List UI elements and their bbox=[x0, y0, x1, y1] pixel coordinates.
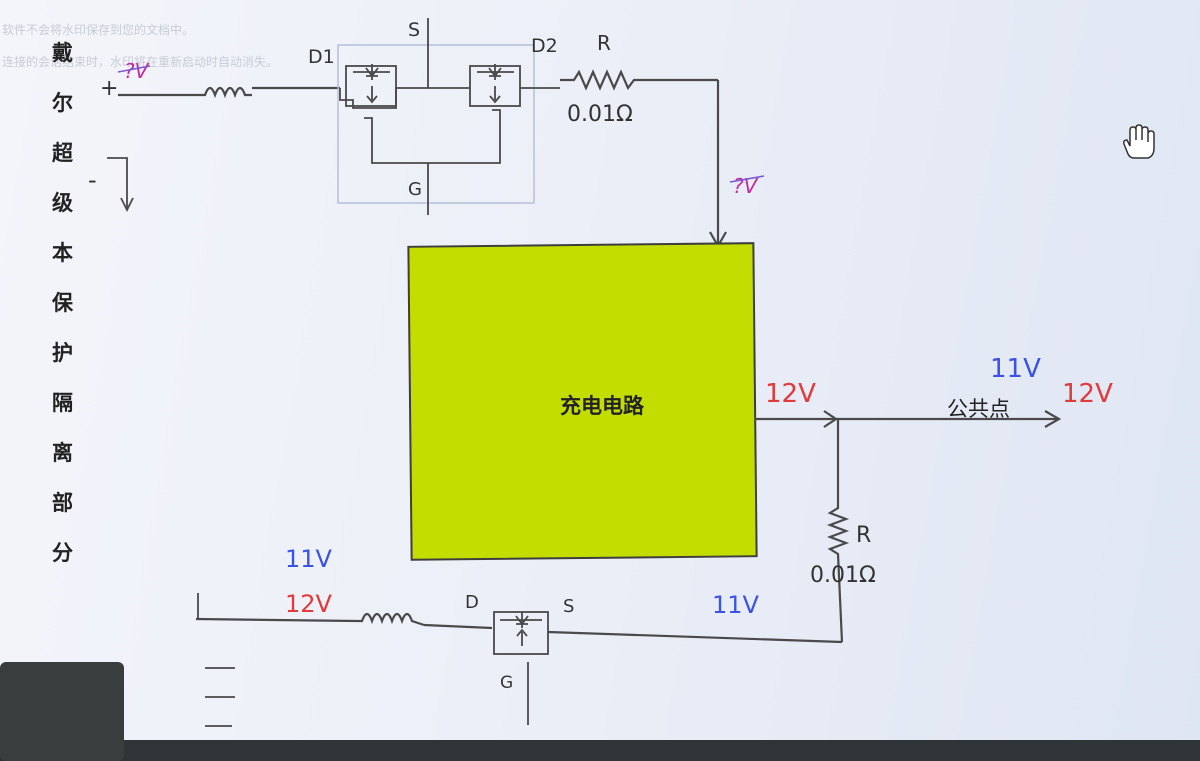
strike-mark bbox=[117, 65, 151, 73]
mosfet-d2-icon bbox=[428, 64, 560, 107]
common-point-voltage-blue: 11V bbox=[990, 354, 1041, 384]
side-title-char: 离 bbox=[52, 441, 73, 465]
side-title: 戴 尔 超 级 本 保 护 隔 离 部 分 bbox=[51, 41, 74, 565]
side-title-char: 护 bbox=[52, 341, 73, 365]
side-title-char: 保 bbox=[51, 291, 74, 315]
side-title-char: 超 bbox=[52, 141, 74, 165]
bottom-wire-mid bbox=[423, 623, 493, 630]
s-bottom-label: S bbox=[563, 596, 574, 617]
voltage-input-annotation: ?V bbox=[124, 59, 150, 83]
s-top-label: S bbox=[408, 19, 420, 41]
d-bottom-label: D bbox=[465, 592, 479, 613]
mosfet-d1-icon bbox=[339, 64, 428, 109]
plus-sign-top: + bbox=[100, 76, 118, 101]
side-title-char: 戴 bbox=[52, 41, 73, 65]
r-top-label: R bbox=[597, 31, 611, 55]
watermark-line-2: 连接的会话结束时，水印将在重新启动时自动消失。 bbox=[2, 54, 278, 69]
charging-circuit-box bbox=[407, 242, 758, 561]
d2-label: D2 bbox=[531, 35, 558, 57]
d1-label: D1 bbox=[308, 46, 335, 68]
g-top-label: G bbox=[408, 179, 422, 200]
inductor-bottom-icon bbox=[357, 612, 425, 627]
side-title-char: 尔 bbox=[52, 91, 73, 115]
side-title-char: 级 bbox=[52, 191, 73, 215]
r-right-label: R bbox=[856, 523, 871, 548]
ground-wire-top bbox=[107, 157, 128, 208]
gate-connection bbox=[364, 109, 501, 164]
arrow-right-icon bbox=[1044, 410, 1062, 428]
r-right-value: 0.01Ω bbox=[810, 563, 876, 588]
side-title-char: 部 bbox=[52, 491, 73, 515]
mosfet-bottom-icon bbox=[493, 611, 549, 655]
side-title-char: 本 bbox=[52, 241, 73, 265]
camera-device bbox=[0, 662, 124, 761]
bottom-right-voltage-blue: 11V bbox=[712, 591, 760, 619]
charge-output-voltage: 12V bbox=[765, 379, 816, 409]
ground-dash-marks bbox=[205, 667, 235, 727]
bottom-voltage-blue: 11V bbox=[285, 545, 333, 573]
bottom-bezel bbox=[0, 740, 1200, 761]
bottom-voltage-red: 12V bbox=[285, 590, 333, 618]
common-point-label: 公共点 bbox=[947, 397, 1010, 421]
resistor-right-icon bbox=[826, 419, 850, 643]
ground-arrow-icon bbox=[120, 197, 134, 213]
inductor-icon bbox=[200, 86, 252, 99]
watermark-line-1: 软件不会将水印保存到您的文档中。 bbox=[2, 22, 194, 37]
charging-circuit-label: 充电电路 bbox=[560, 394, 645, 418]
strike-mark bbox=[729, 175, 765, 183]
mosfet-pair-outline bbox=[337, 44, 535, 204]
bottom-wire-right bbox=[547, 630, 843, 644]
side-title-char: 分 bbox=[52, 541, 73, 565]
r-top-value: 0.01Ω bbox=[567, 102, 633, 127]
minus-sign-top: - bbox=[88, 166, 97, 194]
resistor-top-icon bbox=[560, 69, 718, 91]
junction-arrow-icon bbox=[823, 410, 838, 428]
g-bottom-label: G bbox=[500, 673, 513, 693]
side-title-char: 隔 bbox=[52, 391, 73, 415]
common-point-voltage-red: 12V bbox=[1062, 379, 1113, 409]
bottom-wire-left bbox=[195, 617, 358, 623]
hand-cursor-icon bbox=[1123, 124, 1155, 159]
